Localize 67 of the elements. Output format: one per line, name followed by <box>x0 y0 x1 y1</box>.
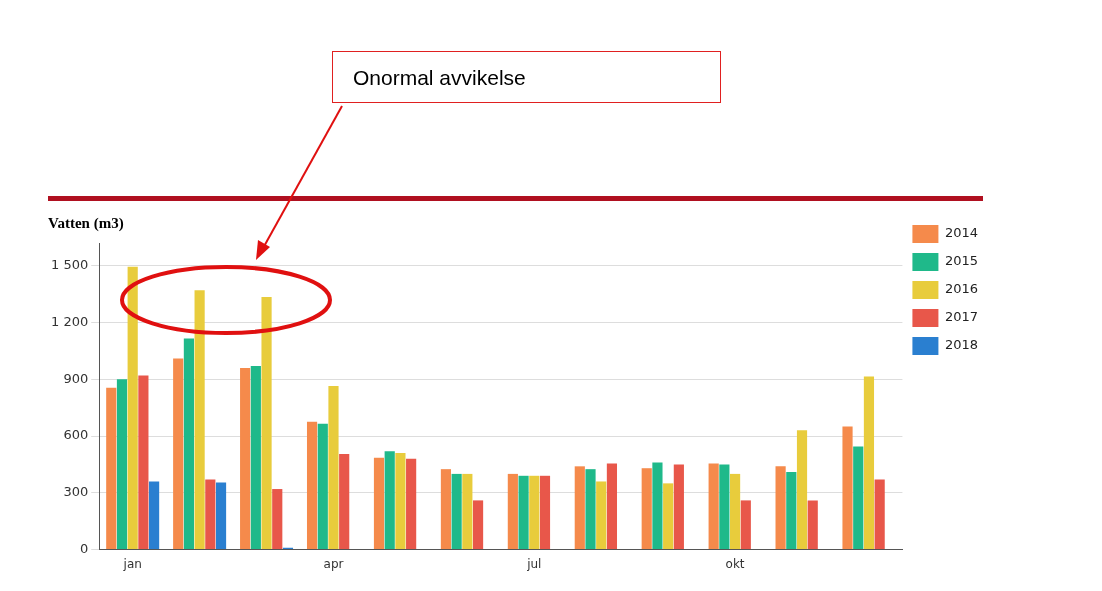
bar <box>272 489 283 550</box>
legend-label: 2017 <box>944 309 979 325</box>
bar <box>796 430 808 550</box>
bar <box>183 338 194 550</box>
y-tick-label: 300 <box>63 484 89 500</box>
bar <box>384 451 395 550</box>
bar <box>529 475 540 550</box>
x-tick-label: apr <box>323 556 344 571</box>
bar <box>539 475 551 550</box>
x-tick-label: jul <box>526 556 542 571</box>
bar <box>328 385 339 550</box>
bar <box>874 479 885 550</box>
bar <box>116 379 128 550</box>
bar <box>663 483 674 550</box>
bar <box>673 464 684 550</box>
bar <box>240 367 251 550</box>
bar <box>740 500 751 550</box>
bar <box>775 466 786 550</box>
bar <box>507 473 518 550</box>
y-tick-label: 0 <box>79 540 89 556</box>
bar <box>596 481 607 550</box>
bar <box>339 454 350 550</box>
y-tick-label: 1 200 <box>51 313 89 329</box>
bar <box>518 475 529 550</box>
bar <box>786 472 797 550</box>
bar <box>574 466 585 550</box>
bar <box>440 469 452 550</box>
x-tick-label: okt <box>725 556 745 571</box>
x-tick-label: jan <box>122 556 142 571</box>
bar <box>149 481 160 550</box>
bar <box>127 266 138 550</box>
bar <box>261 296 272 550</box>
bar <box>306 421 318 550</box>
bar <box>641 468 652 550</box>
bar <box>173 358 184 550</box>
legend-label: 2016 <box>944 281 979 297</box>
bar <box>853 446 864 550</box>
bar <box>406 458 417 550</box>
bar <box>395 453 406 550</box>
text: Onormal avvikelse <box>332 51 721 103</box>
bar <box>106 387 117 550</box>
y-tick-label: 1 500 <box>51 257 89 273</box>
bar <box>451 473 462 550</box>
bar <box>194 290 205 550</box>
bar <box>606 463 618 550</box>
bar <box>730 473 741 550</box>
bar <box>138 375 149 550</box>
y-tick-label: 600 <box>63 427 89 443</box>
bar <box>205 479 216 550</box>
bar <box>807 500 818 550</box>
legend-label: 2018 <box>944 337 979 353</box>
bar <box>708 463 719 550</box>
legend-label: 2014 <box>944 225 979 241</box>
bar <box>472 500 484 550</box>
bar <box>719 464 730 550</box>
bar <box>863 376 875 550</box>
bar <box>652 462 663 550</box>
y-tick-label: 900 <box>63 370 89 386</box>
bar <box>373 457 385 550</box>
bar <box>215 482 227 550</box>
bar <box>317 423 328 550</box>
bar <box>585 469 596 550</box>
bar <box>462 473 473 550</box>
chart-title: Vatten (m3) <box>48 214 124 232</box>
bar <box>250 366 261 550</box>
bar <box>842 426 853 550</box>
legend-label: 2015 <box>944 253 979 269</box>
